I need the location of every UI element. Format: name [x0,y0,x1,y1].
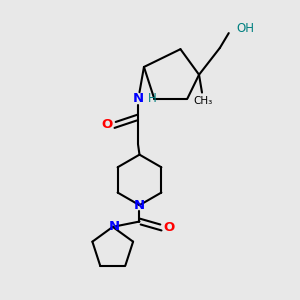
Text: O: O [102,118,113,131]
Text: N: N [109,220,120,233]
Text: OH: OH [236,22,254,35]
Text: N: N [132,92,144,105]
Text: CH₃: CH₃ [194,96,213,106]
Text: H: H [148,92,156,105]
Text: N: N [134,199,145,212]
Text: O: O [163,221,174,234]
